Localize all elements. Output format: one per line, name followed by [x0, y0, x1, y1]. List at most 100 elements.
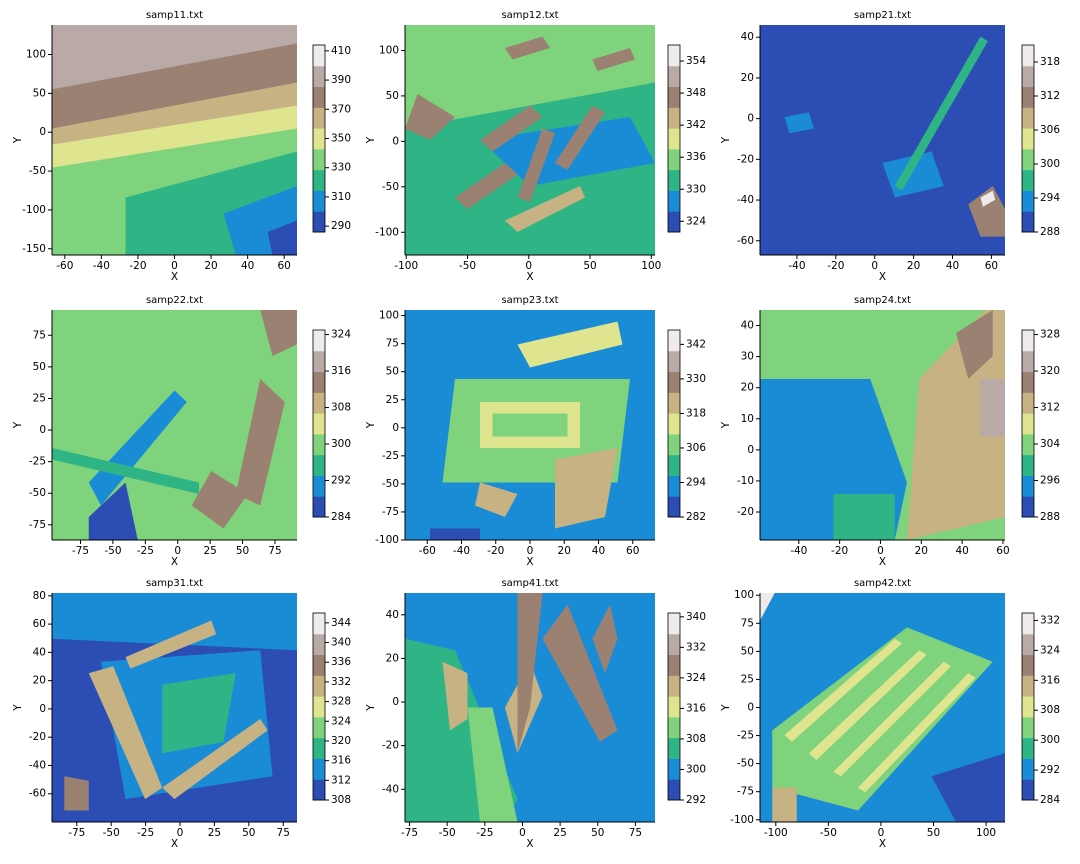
- colorbar-band: [1022, 496, 1034, 518]
- y-tick-label: -100: [22, 204, 46, 216]
- chart-title: samp31.txt: [146, 578, 203, 589]
- x-tick-label: 20: [558, 545, 571, 557]
- colorbar-band: [1022, 371, 1034, 393]
- y-tick-label: 0: [39, 703, 46, 715]
- y-tick-label: 50: [33, 87, 46, 99]
- y-tick-label: 50: [386, 366, 399, 378]
- colorbar-band: [1022, 330, 1034, 352]
- contour-region: [430, 528, 480, 540]
- contour-region: [267, 220, 297, 255]
- x-axis-label: X: [171, 271, 178, 283]
- colorbar-band: [668, 190, 680, 212]
- contour-region: [88, 482, 138, 540]
- contour-region: [405, 25, 655, 129]
- y-tick-label: 100: [734, 589, 754, 601]
- colorbar-frame: [1021, 44, 1035, 233]
- y-tick-label: -25: [29, 456, 46, 468]
- colorbar-band: [668, 675, 680, 697]
- y-tick-label: 50: [386, 90, 399, 102]
- colorbar-tick-label: 328: [1040, 329, 1060, 341]
- y-tick-label: 50: [741, 645, 754, 657]
- colorbar-band: [313, 454, 325, 476]
- y-axis-label: Y: [365, 421, 377, 429]
- colorbar-band: [313, 392, 325, 414]
- colorbar-tick-label: 300: [1040, 158, 1060, 170]
- colorbar-tick-label: 324: [331, 329, 351, 341]
- x-tick-label: -50: [439, 827, 456, 839]
- colorbar-band: [313, 613, 325, 635]
- colorbar-band: [668, 716, 680, 739]
- colorbar-band: [1022, 107, 1034, 129]
- colorbar-tick-label: 316: [1040, 674, 1060, 686]
- x-tick-label: -20: [827, 260, 844, 272]
- colorbar-band: [668, 330, 680, 352]
- contour-region: [833, 494, 895, 540]
- colorbar-band: [313, 413, 325, 435]
- chart-title: samp11.txt: [146, 10, 203, 21]
- colorbar-tick-label: 330: [686, 373, 706, 385]
- colorbar-band: [313, 737, 325, 759]
- contour-region: [52, 25, 297, 90]
- x-tick-label: -50: [820, 827, 837, 839]
- colorbar-band: [668, 454, 680, 476]
- colorbar-tick-label: 308: [1040, 704, 1060, 716]
- x-tick-label: 20: [907, 260, 920, 272]
- x-tick-label: -60: [56, 260, 73, 272]
- colorbar-band: [1022, 392, 1034, 414]
- chart-title: samp23.txt: [501, 295, 558, 306]
- x-tick-label: 60: [278, 260, 291, 272]
- x-tick-label: -25: [476, 827, 493, 839]
- contour-region: [235, 379, 285, 506]
- x-tick-label: -100: [394, 260, 418, 272]
- y-tick-label: -100: [375, 534, 399, 546]
- colorbar-tick-label: 312: [1040, 402, 1060, 414]
- y-axis-label: Y: [12, 704, 24, 712]
- y-tick-label: 75: [33, 329, 46, 341]
- contour-region: [592, 604, 618, 674]
- x-tick-label: 50: [236, 545, 249, 557]
- contour-region: [858, 673, 976, 793]
- colorbar-tick-label: 390: [331, 74, 351, 86]
- x-tick-label: 60: [985, 260, 998, 272]
- chart-title: samp24.txt: [854, 295, 911, 306]
- colorbar-tick-label: 350: [331, 133, 351, 145]
- x-tick-label: 40: [241, 260, 254, 272]
- x-tick-label: 60: [996, 545, 1009, 557]
- y-tick-label: -40: [382, 783, 399, 795]
- colorbar-band: [668, 433, 680, 456]
- x-tick-label: 60: [626, 545, 639, 557]
- colorbar-band: [313, 350, 325, 373]
- y-tick-label: 40: [741, 31, 754, 43]
- panel: samp12.txt X Y -100 -50 0 50 100 -100 -50 0 50 100 32…: [365, 10, 706, 283]
- y-tick-label: 0: [392, 135, 399, 147]
- colorbar-tick-label: 316: [686, 702, 706, 714]
- panel: samp31.txt X Y -75 -50 -25 0 25 50 75 -60 -40 -20 0 20…: [12, 578, 351, 850]
- contour-region: [162, 718, 268, 800]
- colorbar-band: [668, 613, 680, 635]
- x-tick-label: 0: [871, 260, 878, 272]
- colorbar-band: [668, 65, 680, 88]
- colorbar-band: [668, 779, 680, 801]
- x-tick-label: -50: [459, 260, 476, 272]
- contour-region: [505, 186, 585, 232]
- y-tick-label: 20: [741, 382, 754, 394]
- colorbar-band: [668, 128, 680, 150]
- contour-region: [125, 620, 217, 669]
- y-axis-label: Y: [12, 136, 24, 144]
- x-tick-label: -50: [104, 545, 121, 557]
- colorbar-band: [1022, 675, 1034, 697]
- colorbar-tick-label: 340: [331, 637, 351, 649]
- colorbar-band: [313, 330, 325, 352]
- colorbar-tick-label: 282: [686, 511, 706, 523]
- y-tick-label: -25: [737, 730, 754, 742]
- colorbar-tick-label: 306: [1040, 124, 1060, 136]
- colorbar-band: [1022, 758, 1034, 780]
- x-tick-label: -75: [68, 827, 85, 839]
- y-axis-label: Y: [720, 136, 732, 144]
- x-axis-label: X: [171, 556, 178, 568]
- colorbar-tick-label: 336: [331, 656, 351, 668]
- contour-region: [760, 593, 775, 621]
- colorbar-band: [668, 413, 680, 435]
- y-tick-label: 40: [33, 646, 46, 658]
- colorbar-band: [1022, 128, 1034, 150]
